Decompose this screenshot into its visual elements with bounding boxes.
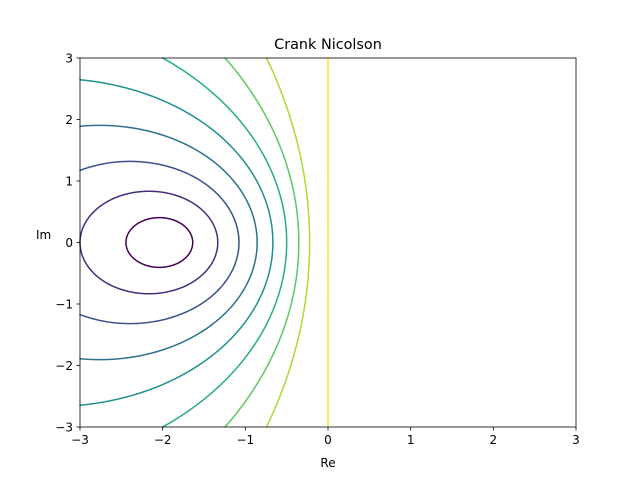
x-tick-label: −2 — [154, 433, 172, 447]
y-tick-label: −2 — [55, 359, 73, 373]
contour-level-5 — [161, 57, 288, 428]
y-tick-label: 1 — [65, 175, 73, 189]
y-tick-label: 0 — [65, 236, 73, 250]
x-tick-label: −1 — [236, 433, 254, 447]
contour-level-2 — [79, 160, 240, 325]
x-axis-label: Re — [320, 456, 335, 470]
contour-level-3 — [79, 124, 258, 361]
y-axis: −3 −2 −1 0 1 2 3 — [55, 52, 80, 435]
chart-title: Crank Nicolson — [274, 37, 382, 53]
x-axis: −3 −2 −1 0 1 2 3 — [71, 427, 580, 447]
x-tick-label: 1 — [407, 433, 415, 447]
y-tick-label: −1 — [55, 298, 73, 312]
y-tick-label: −3 — [55, 421, 73, 435]
contour-level-4 — [79, 79, 274, 406]
contour-level-1 — [79, 190, 219, 295]
x-tick-label: 3 — [572, 433, 580, 447]
contour-lines — [79, 57, 329, 428]
y-axis-label: Im — [36, 228, 51, 242]
x-tick-label: −3 — [71, 433, 89, 447]
contour-level-6 — [224, 57, 300, 428]
contour-level-0 — [125, 216, 194, 269]
y-tick-label: 3 — [65, 52, 73, 66]
y-tick-label: 2 — [65, 113, 73, 127]
x-tick-label: 0 — [324, 433, 332, 447]
x-tick-label: 2 — [490, 433, 498, 447]
